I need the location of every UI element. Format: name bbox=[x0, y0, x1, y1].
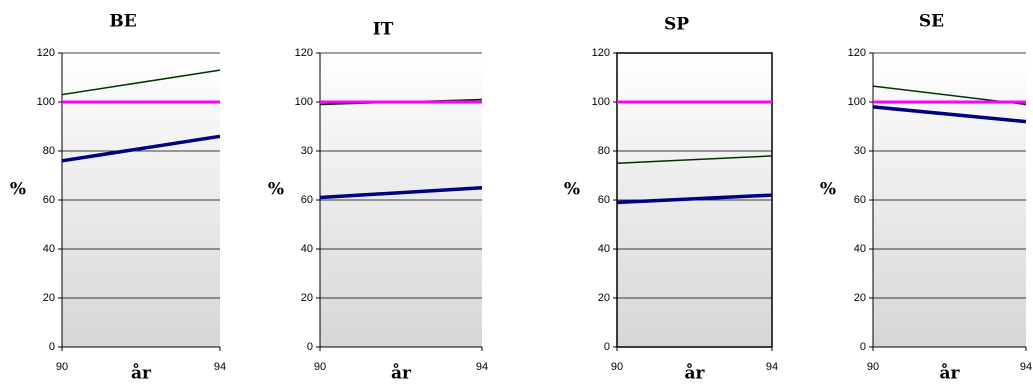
chart-title: SE bbox=[919, 12, 944, 32]
x-tick-label: 94 bbox=[476, 361, 488, 373]
series-line bbox=[616, 155, 773, 164]
y-tick-label: 20 bbox=[854, 292, 866, 304]
series-line bbox=[61, 69, 221, 96]
chart-title: BE bbox=[109, 12, 136, 32]
y-tick-label: 120 bbox=[848, 47, 866, 59]
y-tick-label: 60 bbox=[598, 194, 610, 206]
panel: 0 20 40 60 80 100 120 90 94 SP% år bbox=[564, 15, 778, 384]
y-axis-label: % bbox=[268, 180, 284, 200]
series-line bbox=[872, 105, 1027, 124]
x-axis-label: år bbox=[131, 363, 152, 384]
y-tick-label: 0 bbox=[860, 341, 866, 353]
y-axis-label: % bbox=[10, 180, 26, 200]
x-tick-label: 94 bbox=[766, 361, 778, 373]
y-tick-label: 80 bbox=[598, 145, 610, 157]
x-tick-label: 90 bbox=[56, 361, 68, 373]
y-tick-label: 40 bbox=[598, 243, 610, 255]
y-tick-label: 20 bbox=[301, 292, 313, 304]
x-axis-label: år bbox=[391, 363, 412, 384]
y-tick-label: 0 bbox=[307, 341, 313, 353]
y-tick-label: 80 bbox=[43, 145, 55, 157]
x-tick-label: 90 bbox=[314, 361, 326, 373]
y-tick-label: 120 bbox=[592, 47, 610, 59]
panel: 0 20 40 60 30 100 120 90 94 IT% år bbox=[268, 20, 488, 384]
x-tick-label: 90 bbox=[867, 361, 879, 373]
y-tick-label: 40 bbox=[854, 243, 866, 255]
y-axis-label: % bbox=[564, 180, 580, 200]
x-axis-label: år bbox=[685, 363, 706, 384]
y-tick-label: 40 bbox=[301, 243, 313, 255]
x-tick-label: 90 bbox=[611, 361, 623, 373]
panel: 0 20 40 60 30 100 120 90 94 SE% år bbox=[820, 12, 1032, 384]
y-tick-label: 100 bbox=[848, 96, 866, 108]
y-tick-label: 30 bbox=[301, 145, 313, 157]
series-line bbox=[61, 134, 221, 163]
series-line bbox=[616, 193, 773, 205]
x-tick-label: 94 bbox=[214, 361, 226, 373]
x-tick-label: 94 bbox=[1020, 361, 1032, 373]
y-axis-label: % bbox=[820, 180, 836, 200]
x-axis-label: år bbox=[940, 363, 961, 384]
y-tick-label: 120 bbox=[295, 47, 313, 59]
chart-title: SP bbox=[664, 15, 689, 35]
y-tick-label: 30 bbox=[854, 145, 866, 157]
y-tick-label: 0 bbox=[604, 341, 610, 353]
y-tick-label: 20 bbox=[43, 292, 55, 304]
y-tick-label: 120 bbox=[37, 47, 55, 59]
y-tick-label: 0 bbox=[49, 341, 55, 353]
y-tick-label: 60 bbox=[43, 194, 55, 206]
panel: 0 20 40 60 80 100 120 90 94 BE% år bbox=[10, 12, 226, 384]
y-tick-label: 100 bbox=[592, 96, 610, 108]
y-tick-label: 40 bbox=[43, 243, 55, 255]
y-tick-label: 100 bbox=[37, 96, 55, 108]
chart-title: IT bbox=[373, 20, 394, 40]
y-tick-label: 20 bbox=[598, 292, 610, 304]
y-tick-label: 60 bbox=[301, 194, 313, 206]
series-line bbox=[319, 186, 483, 200]
y-tick-label: 60 bbox=[854, 194, 866, 206]
y-tick-label: 100 bbox=[295, 96, 313, 108]
